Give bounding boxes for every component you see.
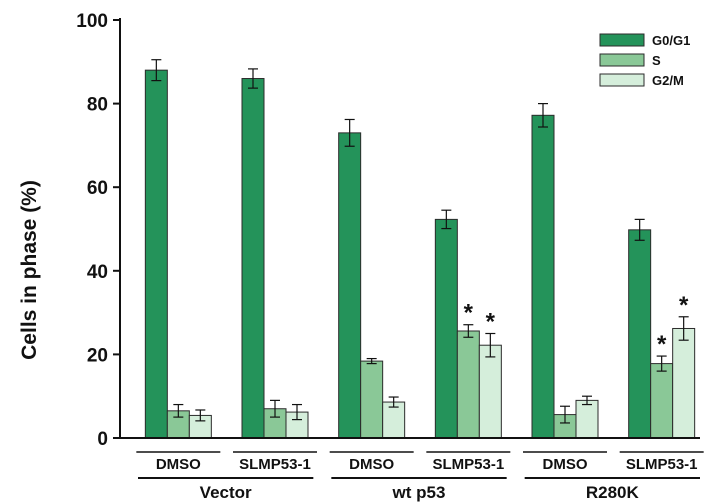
- y-axis: 0 20 40 60 80 100: [76, 11, 121, 450]
- bar-g0-g1: [531, 114, 555, 439]
- bar-g2-m: [672, 327, 696, 439]
- legend-label: G2/M: [652, 73, 684, 88]
- x-group-label: R280K: [586, 483, 640, 502]
- x-category-label: SLMP53-1: [626, 456, 698, 473]
- x-category-label: DMSO: [349, 456, 394, 473]
- legend-swatch: [599, 33, 645, 47]
- bar-g0-g1: [628, 229, 652, 439]
- legend-label: S: [652, 53, 661, 68]
- y-tick-label: 80: [87, 95, 108, 116]
- significance-star: *: [679, 292, 689, 319]
- x-category-label: SLMP53-1: [239, 456, 311, 473]
- bar-g0-g1: [241, 78, 265, 439]
- legend-swatch: [599, 53, 645, 67]
- bar-s: [650, 363, 674, 439]
- significance-star: *: [464, 300, 474, 327]
- bar-s: [456, 330, 480, 439]
- x-axis: DMSO SLMP53-1 DMSO SLMP53-1 DMSO SLMP53-1 Vect…: [120, 437, 704, 502]
- x-group-label: Vector: [200, 483, 252, 502]
- x-group-label: wt p53: [392, 483, 446, 502]
- x-category-label: DMSO: [543, 456, 588, 473]
- y-tick-label: 40: [87, 262, 108, 283]
- bar-s: [360, 360, 384, 439]
- legend: G0/G1 S G2/M: [599, 33, 690, 88]
- bar-g0-g1: [434, 218, 458, 439]
- y-tick-label: 0: [97, 429, 108, 450]
- legend-label: G0/G1: [652, 33, 690, 48]
- x-category-label: SLMP53-1: [432, 456, 504, 473]
- y-axis-label: Cells in phase (%): [18, 180, 41, 360]
- bars: * * * *: [144, 59, 696, 439]
- bar-g2-m: [478, 344, 502, 439]
- bar-g0-g1: [144, 69, 168, 439]
- bar-g2-m: [575, 399, 599, 439]
- y-tick-label: 20: [87, 345, 108, 366]
- significance-star: *: [657, 331, 667, 358]
- y-tick-label: 100: [76, 11, 108, 32]
- significance-star: *: [486, 309, 496, 336]
- y-tick-label: 60: [87, 178, 108, 199]
- x-category-label: DMSO: [156, 456, 201, 473]
- bar-g0-g1: [338, 132, 362, 439]
- legend-swatch: [599, 73, 645, 87]
